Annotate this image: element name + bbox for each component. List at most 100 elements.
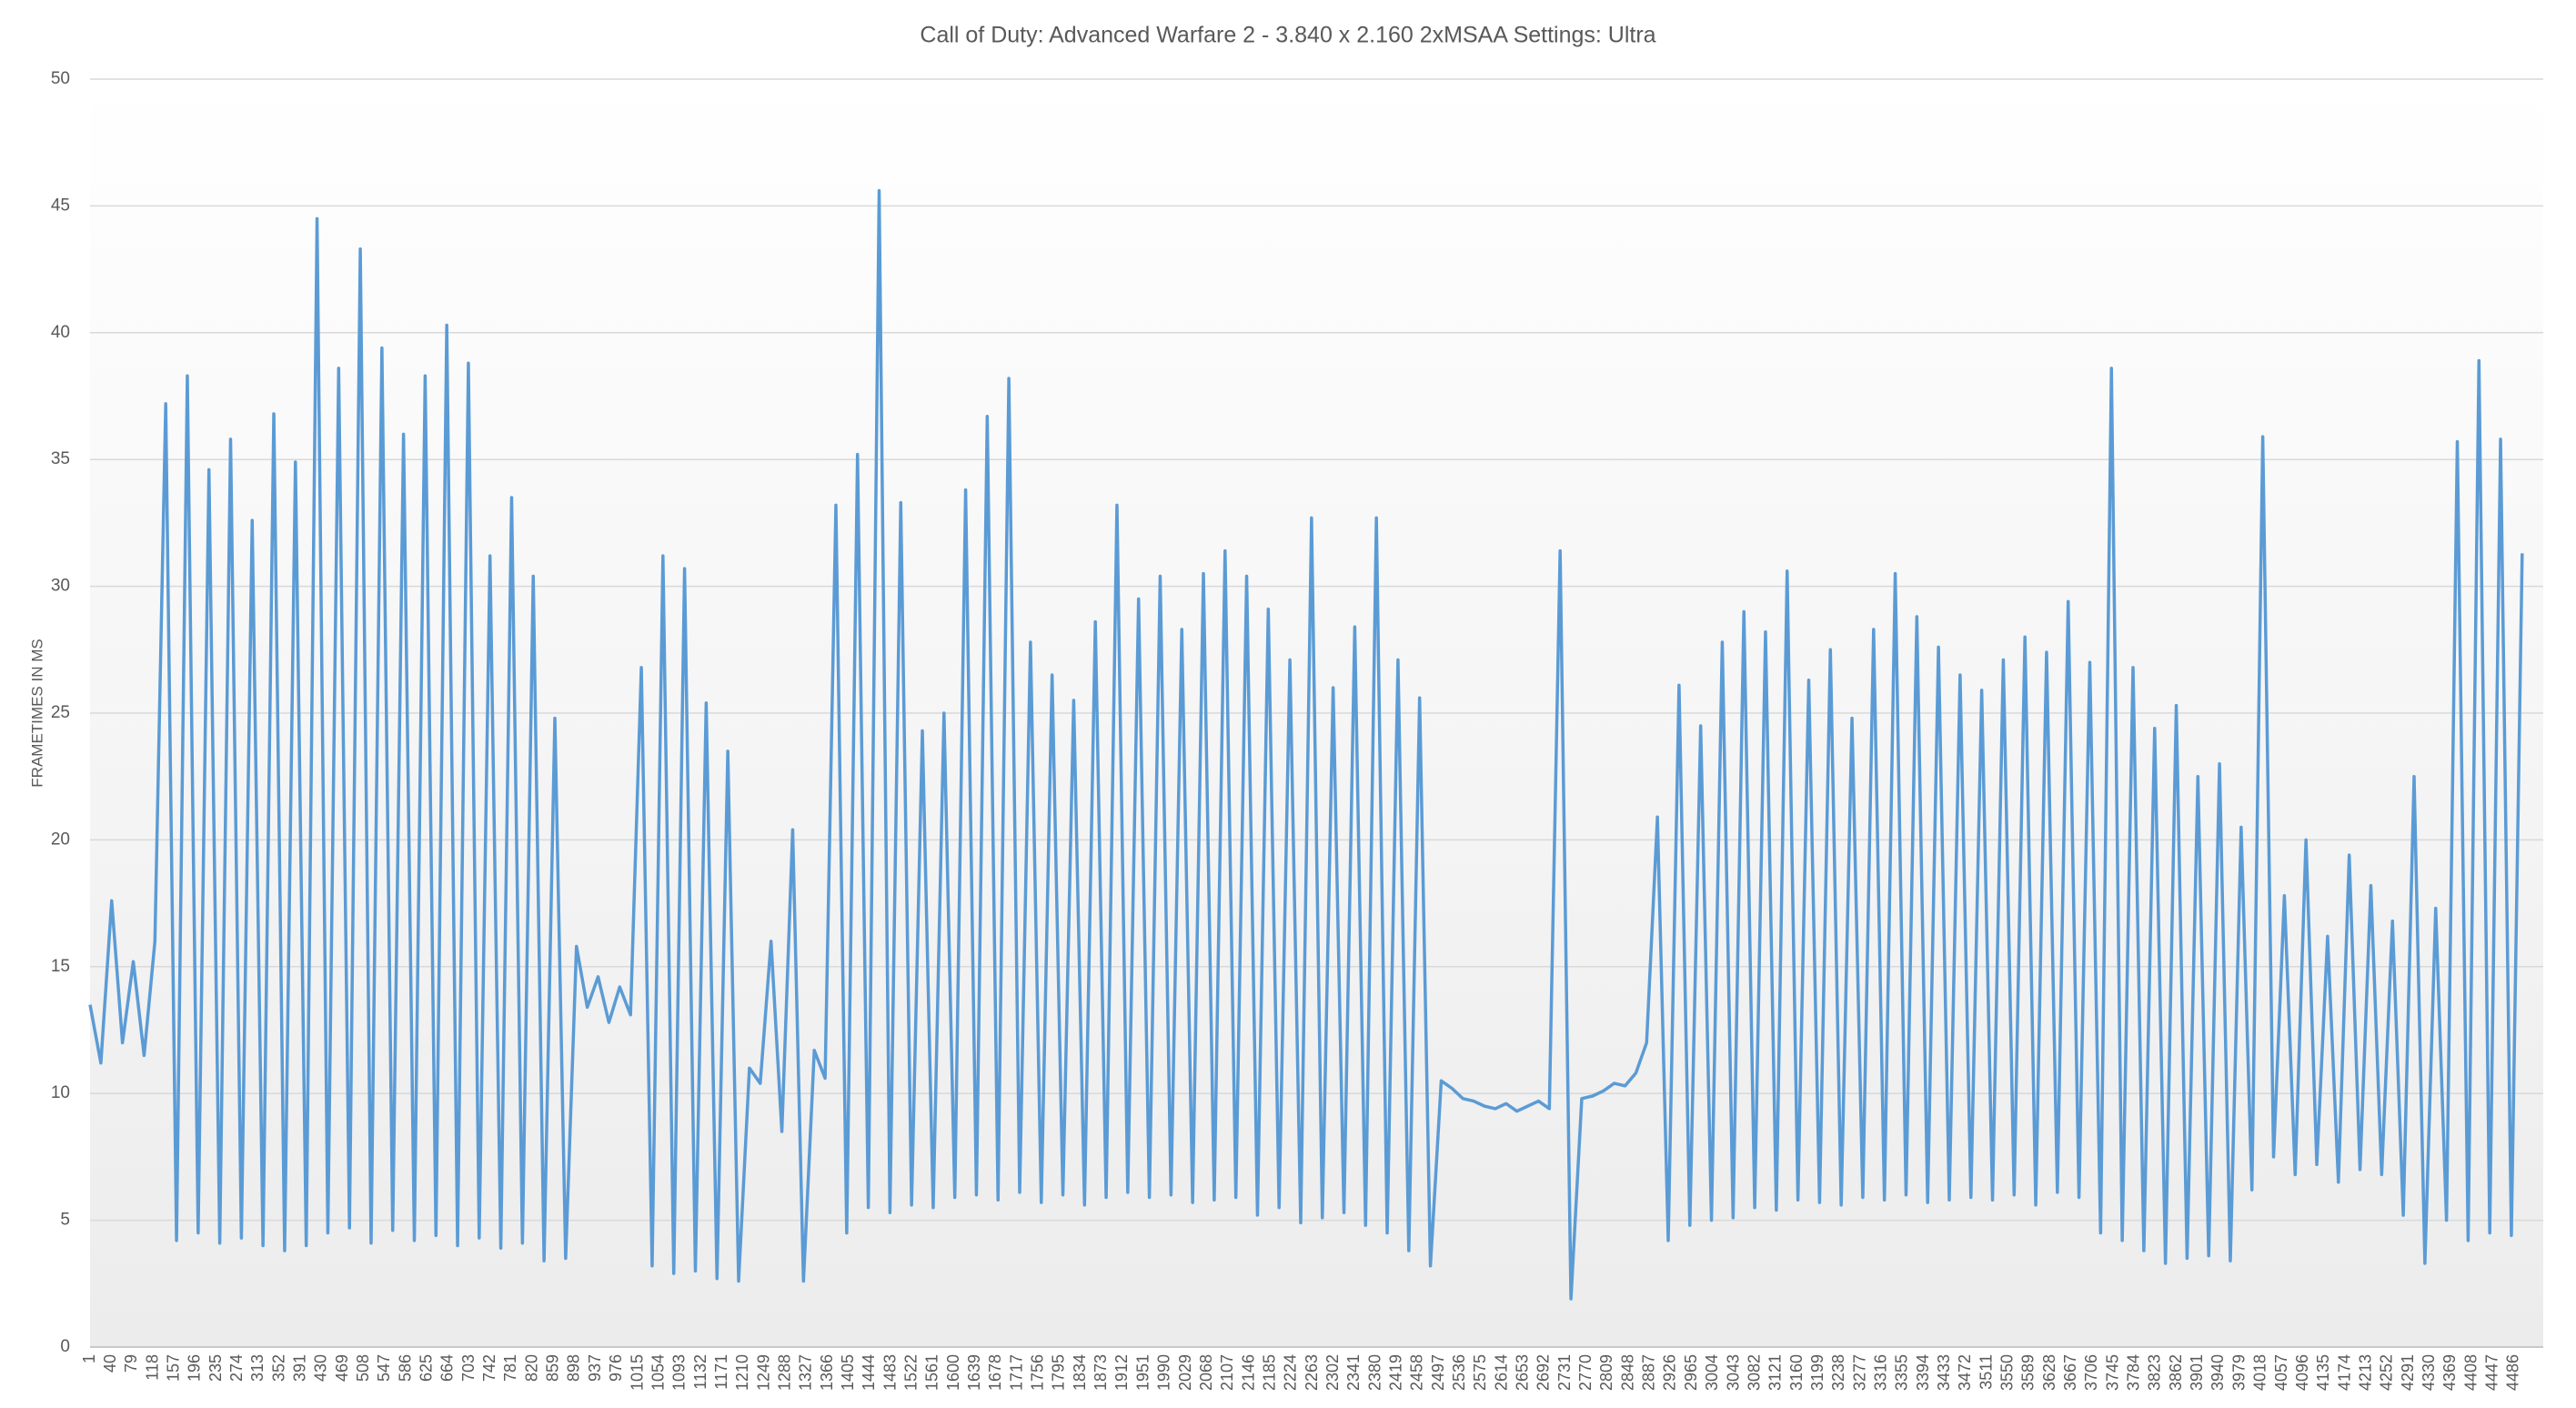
x-tick-label: 391	[290, 1354, 308, 1382]
x-tick-label: 4018	[2251, 1354, 2269, 1391]
y-tick-label: 50	[51, 69, 70, 88]
x-tick-label: 1	[80, 1354, 98, 1363]
y-tick-label: 10	[51, 1083, 70, 1102]
x-tick-label: 3784	[2125, 1354, 2143, 1391]
x-tick-label: 1444	[860, 1354, 878, 1391]
x-tick-label: 1288	[775, 1354, 793, 1391]
x-tick-label: 820	[522, 1354, 540, 1382]
x-tick-label: 2653	[1514, 1354, 1532, 1391]
x-tick-label: 586	[396, 1354, 414, 1382]
y-tick-label: 0	[60, 1337, 70, 1356]
x-tick-label: 1171	[712, 1354, 730, 1390]
x-tick-label: 742	[480, 1354, 498, 1382]
x-tick-label: 1483	[880, 1354, 899, 1391]
x-tick-label: 2965	[1682, 1354, 1700, 1391]
x-tick-label: 1249	[754, 1354, 772, 1391]
x-tick-label: 2029	[1176, 1354, 1194, 1391]
x-tick-label: 3901	[2188, 1354, 2206, 1391]
x-tick-label: 859	[544, 1354, 562, 1382]
x-tick-label: 4096	[2293, 1354, 2311, 1391]
x-tick-label: 625	[418, 1354, 436, 1382]
x-tick-label: 2731	[1555, 1354, 1574, 1391]
x-tick-label: 1990	[1155, 1354, 1173, 1391]
x-tick-label: 1951	[1133, 1354, 1152, 1391]
x-tick-label: 2770	[1576, 1354, 1595, 1391]
x-tick-label: 1366	[818, 1354, 836, 1391]
x-tick-label: 3862	[2167, 1354, 2185, 1391]
x-tick-label: 2575	[1471, 1354, 1489, 1391]
y-tick-label: 30	[51, 577, 70, 596]
x-tick-label: 196	[186, 1354, 204, 1382]
x-tick-label: 781	[501, 1354, 519, 1382]
x-tick-label: 79	[122, 1354, 140, 1373]
x-tick-label: 3004	[1703, 1354, 1721, 1391]
x-tick-label: 2302	[1323, 1354, 1342, 1391]
x-tick-label: 4408	[2461, 1354, 2480, 1391]
y-tick-label: 20	[51, 830, 70, 849]
x-tick-label: 1795	[1050, 1354, 1068, 1391]
x-tick-label: 1327	[797, 1354, 815, 1391]
x-tick-label: 1678	[986, 1354, 1004, 1391]
x-tick-label: 2926	[1661, 1354, 1679, 1391]
x-tick-label: 2380	[1365, 1354, 1384, 1391]
x-tick-label: 3589	[2019, 1354, 2038, 1391]
x-tick-label: 4369	[2440, 1354, 2459, 1391]
x-tick-label: 3940	[2209, 1354, 2227, 1391]
x-tick-label: 2458	[1408, 1354, 1426, 1391]
x-tick-label: 157	[164, 1354, 182, 1382]
x-tick-label: 3394	[1914, 1354, 1932, 1391]
x-tick-label: 3667	[2061, 1354, 2079, 1391]
x-tick-label: 1405	[839, 1354, 857, 1391]
x-tick-label: 1834	[1071, 1354, 1089, 1391]
y-tick-label: 45	[51, 196, 70, 215]
x-tick-label: 2419	[1386, 1354, 1404, 1391]
x-tick-label: 2146	[1239, 1354, 1257, 1391]
x-tick-label: 3316	[1871, 1354, 1889, 1391]
y-tick-label: 5	[60, 1211, 70, 1230]
x-tick-label: 3823	[2146, 1354, 2164, 1391]
x-tick-label: 4291	[2399, 1354, 2417, 1391]
x-tick-label: 430	[312, 1354, 330, 1382]
x-tick-label: 3277	[1850, 1354, 1868, 1391]
chart-title: Call of Duty: Advanced Warfare 2 - 3.840…	[920, 23, 1655, 48]
x-tick-label: 274	[227, 1354, 246, 1382]
x-tick-label: 4252	[2378, 1354, 2396, 1391]
x-tick-label: 235	[206, 1354, 225, 1382]
x-tick-label: 1561	[923, 1354, 941, 1391]
x-tick-label: 4330	[2420, 1354, 2438, 1391]
x-tick-label: 1093	[670, 1354, 689, 1391]
x-tick-label: 1756	[1029, 1354, 1047, 1391]
x-tick-label: 1015	[628, 1354, 646, 1391]
x-tick-label: 2614	[1492, 1354, 1510, 1391]
x-tick-label: 118	[143, 1354, 161, 1381]
x-tick-label: 3472	[1956, 1354, 1974, 1391]
x-tick-label: 4486	[2504, 1354, 2522, 1391]
x-tick-label: 3199	[1808, 1354, 1826, 1391]
x-tick-label: 3511	[1977, 1354, 1995, 1390]
x-tick-label: 2848	[1618, 1354, 1636, 1391]
x-tick-label: 3628	[2040, 1354, 2058, 1391]
x-tick-label: 1639	[965, 1354, 983, 1391]
y-tick-label: 35	[51, 449, 70, 468]
x-tick-label: 40	[101, 1354, 119, 1373]
x-tick-label: 2497	[1429, 1354, 1447, 1391]
x-tick-label: 703	[459, 1354, 478, 1382]
x-tick-label: 976	[607, 1354, 625, 1382]
y-tick-label: 40	[51, 323, 70, 342]
x-tick-label: 3550	[1998, 1354, 2017, 1391]
x-tick-label: 3745	[2103, 1354, 2121, 1391]
x-tick-label: 1132	[691, 1354, 709, 1390]
x-tick-label: 2887	[1640, 1354, 1658, 1391]
x-tick-label: 2536	[1450, 1354, 1468, 1391]
x-tick-label: 937	[586, 1354, 604, 1382]
x-tick-label: 4057	[2272, 1354, 2290, 1391]
x-tick-label: 1210	[733, 1354, 751, 1391]
x-tick-label: 898	[565, 1354, 583, 1382]
x-tick-label: 2341	[1344, 1354, 1363, 1391]
x-tick-label: 1717	[1007, 1354, 1025, 1391]
x-tick-label: 1912	[1112, 1354, 1131, 1391]
y-axis-title: FRAMETIMES IN MS	[28, 639, 45, 787]
x-tick-label: 4174	[2335, 1354, 2353, 1391]
x-tick-label: 2185	[1260, 1354, 1278, 1391]
